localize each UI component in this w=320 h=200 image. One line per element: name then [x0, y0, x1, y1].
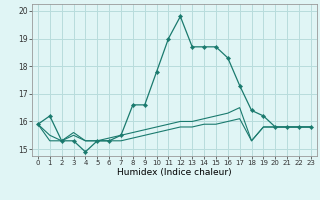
X-axis label: Humidex (Indice chaleur): Humidex (Indice chaleur)	[117, 168, 232, 177]
